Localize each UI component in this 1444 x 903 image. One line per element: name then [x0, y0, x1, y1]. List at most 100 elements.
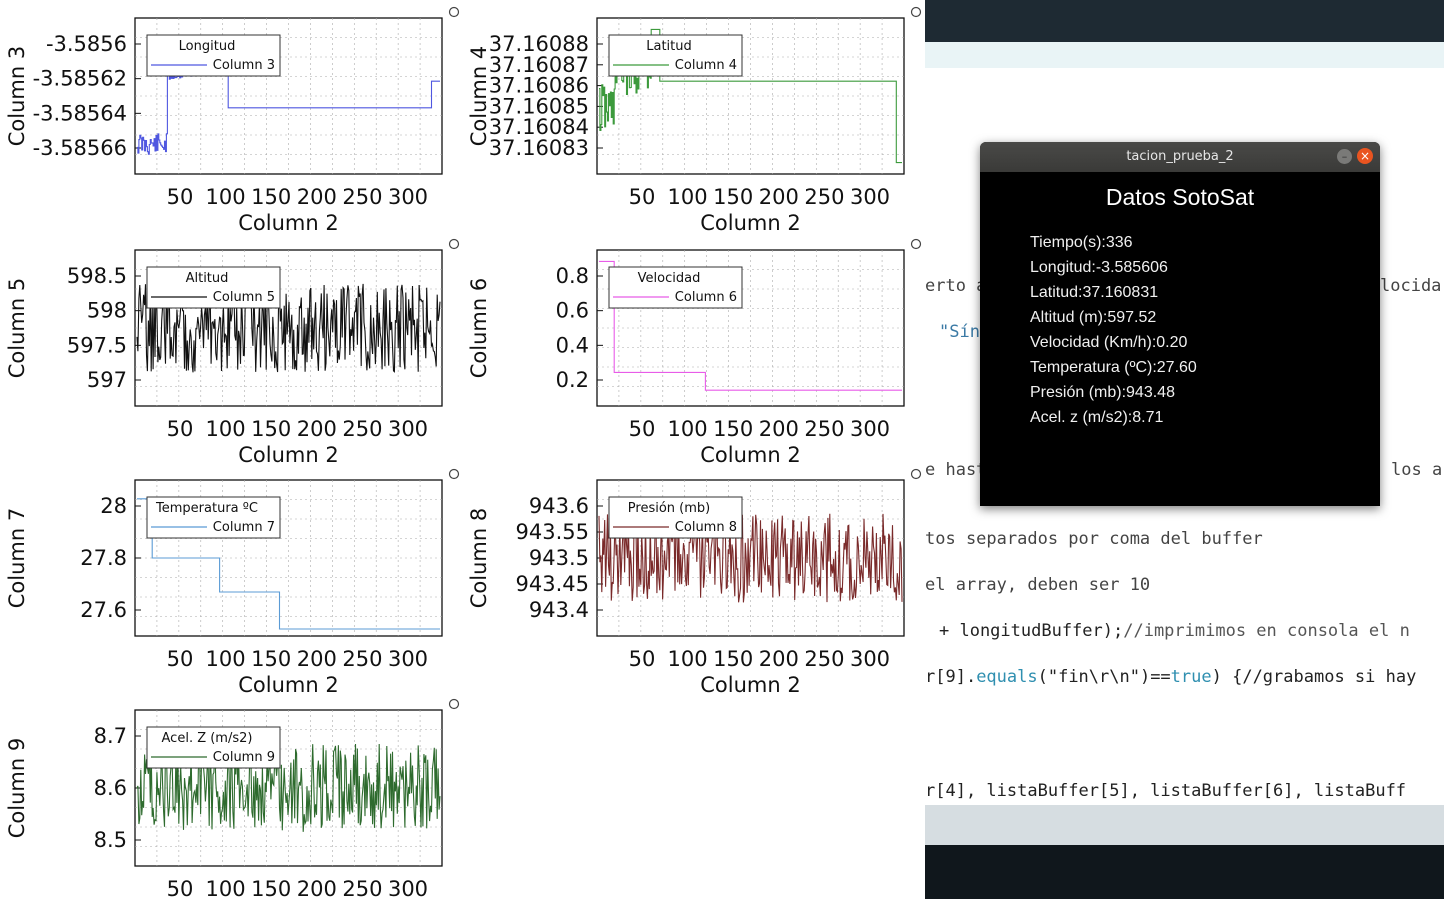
code-line[interactable]: el array, deben ser 10 [925, 575, 1151, 595]
plot-anchor-handle[interactable] [448, 698, 460, 710]
plot-acel-z: 8.7 8.6 8.5 50 100 150 200 250 300 Column 9 Acel. … [0, 692, 462, 901]
y-tick-label: 0.4 [556, 333, 589, 357]
readout-tiempo: Tiempo(s):336 [1030, 234, 1133, 251]
legend-box [146, 34, 281, 77]
y-tick-label: 8.5 [94, 828, 127, 852]
legend: Velocidad Column 6 [608, 266, 743, 309]
y-axis-title: Column 4 [467, 46, 491, 146]
window-title-bar[interactable]: tacion_prueba_2 – × [980, 142, 1380, 172]
code-line[interactable]: r[4], listaBuffer[5], listaBuffer[6], li… [925, 781, 1407, 801]
series-line [136, 283, 441, 373]
legend: Latitud Column 4 [608, 34, 743, 77]
plot-anchor-handle[interactable] [910, 6, 922, 18]
x-tick-label: 250 [804, 185, 844, 209]
legend-title: Velocidad [638, 271, 701, 286]
plot-temperatura: 28 27.8 27.6 50 100 150 200 250 300 Column 2 Colum… [0, 462, 462, 697]
y-tick-label: 0.2 [556, 368, 589, 392]
console-panel [925, 845, 1444, 899]
legend-title: Temperatura ºC [155, 501, 258, 516]
x-tick-label: 150 [251, 185, 291, 209]
y-tick-label: 37.16084 [489, 115, 589, 139]
x-tick-label: 250 [342, 185, 382, 209]
x-tick-label: 100 [206, 417, 246, 441]
legend-series-label: Column 4 [675, 58, 737, 73]
plot-longitud: -3.5856 -3.58562 -3.58564 -3.58566 50 100 150 2… [0, 0, 462, 235]
x-tick-label: 250 [342, 647, 382, 671]
plot-anchor-handle[interactable] [448, 238, 460, 250]
code-line[interactable]: locida [1380, 276, 1442, 296]
gnuplot-window: -3.5856 -3.58562 -3.58564 -3.58566 50 100 150 2… [0, 0, 924, 901]
legend-box [608, 34, 743, 77]
y-tick-label: 598.5 [67, 264, 127, 288]
readout-velocidad: Velocidad (Km/h):0.20 [1030, 334, 1188, 351]
plot-anchor-handle[interactable] [910, 468, 922, 480]
plot-altitud: 598.5 598 597.5 597 50 100 150 200 250 300 Column … [0, 232, 462, 467]
x-tick-label: 150 [713, 417, 753, 441]
legend-box [146, 726, 281, 769]
y-tick-label: 943.6 [529, 494, 589, 518]
plot-canvas: 37.1608837.1608737.1608637.1608537.16084… [467, 6, 922, 235]
y-tick-label: 37.16083 [489, 136, 589, 160]
code-line[interactable]: erto a [925, 276, 987, 296]
y-tick-label: 0.8 [556, 264, 589, 288]
code-line[interactable]: r[9].equals("fin\r\n")==true) {//grabamo… [925, 667, 1417, 687]
y-axis-title: Column 3 [5, 46, 29, 146]
y-tick-label: 37.16085 [489, 94, 589, 118]
x-tick-label: 50 [167, 877, 194, 901]
y-tick-label: 597.5 [67, 333, 127, 357]
x-tick-label: 300 [388, 647, 428, 671]
x-tick-label: 200 [297, 417, 337, 441]
code-line[interactable]: e hast [925, 460, 987, 480]
x-tick-label: 200 [759, 417, 799, 441]
series-line [599, 260, 902, 391]
readout-acel-z: Acel. z (m/s2):8.71 [1030, 409, 1164, 426]
x-axis-title: Column 2 [700, 673, 800, 697]
plot-anchor-handle[interactable] [448, 468, 460, 480]
code-line[interactable]: + longitudBuffer);//imprimimos en consol… [939, 621, 1410, 641]
legend-series-label: Column 8 [675, 520, 737, 535]
plot-latitud: 37.16088 37.16087 37.16086 37.16085 37.16084… [462, 0, 924, 235]
x-tick-label: 100 [206, 877, 246, 901]
y-axis-title: Column 5 [5, 278, 29, 378]
x-tick-label: 200 [297, 877, 337, 901]
legend-box [608, 266, 743, 309]
editor-scrollbar-area[interactable] [925, 805, 1444, 845]
x-tick-label: 50 [167, 417, 194, 441]
plot-anchor-handle[interactable] [448, 6, 460, 18]
x-tick-label: 300 [388, 185, 428, 209]
close-button[interactable]: × [1357, 148, 1373, 164]
x-tick-label: 200 [297, 647, 337, 671]
y-tick-label: 8.6 [94, 776, 127, 800]
plot-anchor-handle[interactable] [910, 238, 922, 250]
x-tick-label: 300 [850, 647, 890, 671]
x-tick-label: 300 [850, 417, 890, 441]
y-tick-label: 37.16086 [489, 74, 589, 98]
x-tick-label: 300 [850, 185, 890, 209]
readout-longitud: Longitud:-3.585606 [1030, 259, 1168, 276]
x-tick-label: 100 [668, 185, 708, 209]
readout-presion: Presión (mb):943.48 [1030, 384, 1175, 401]
series-line [598, 513, 903, 603]
legend-title: Latitud [646, 39, 692, 54]
legend: Presión (mb) Column 8 [608, 496, 743, 539]
x-tick-label: 250 [342, 417, 382, 441]
readout-altitud: Altitud (m):597.52 [1030, 309, 1157, 326]
code-line[interactable]: "Sín [939, 322, 980, 342]
minimize-button[interactable]: – [1337, 149, 1352, 164]
plot-velocidad: 0.8 0.6 0.4 0.2 50 100 150 200 250 300 Column 2 Col… [462, 232, 924, 467]
legend-series-label: Column 6 [675, 290, 737, 305]
editor-header-bar [925, 0, 1444, 42]
y-tick-label: -3.58562 [33, 67, 127, 91]
series-line [137, 65, 440, 155]
code-line[interactable]: tos separados por coma del buffer [925, 529, 1263, 549]
x-tick-label: 250 [342, 877, 382, 901]
plot-canvas: 598.5 598 597.5 597 50 100 150 200 250 300 Column … [5, 238, 460, 467]
code-line[interactable]: los a [1391, 460, 1443, 480]
y-tick-label: 8.7 [94, 724, 127, 748]
x-tick-label: 100 [206, 647, 246, 671]
x-tick-label: 250 [804, 647, 844, 671]
y-tick-label: 37.16088 [489, 32, 589, 56]
x-tick-label: 150 [251, 647, 291, 671]
y-tick-label: 37.16087 [489, 53, 589, 77]
